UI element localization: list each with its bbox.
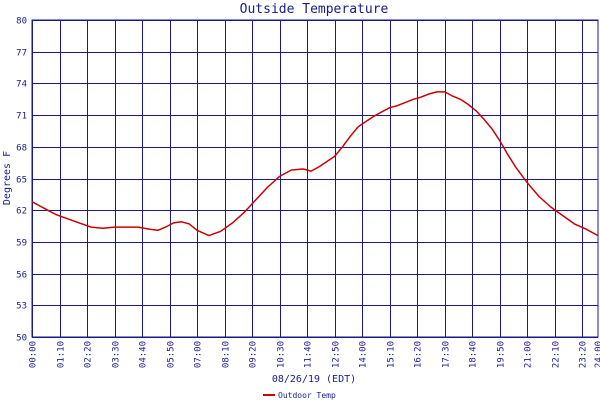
x-axis-label: 08/26/19 (EDT)	[272, 374, 356, 385]
x-tick-label: 05:50	[167, 341, 177, 368]
y-tick-label: 77	[16, 49, 27, 59]
x-tick-label: 01:10	[57, 341, 67, 368]
grid-layer	[31, 19, 599, 338]
x-tick-labels: 00:00 01:10 02:20 03:30 04:40 05:50 07:00 08:10…	[29, 341, 600, 368]
x-tick-label: 19:50	[497, 341, 507, 368]
x-tick-label: 23:20	[579, 341, 589, 368]
x-tick-label: 18:40	[469, 341, 479, 368]
x-tick-label: 02:20	[84, 341, 94, 368]
y-tick-label: 65	[16, 176, 27, 186]
x-tick-label: 04:40	[139, 341, 149, 368]
x-tick-label: 17:30	[442, 341, 452, 368]
y-axis-label: Degrees F	[2, 151, 13, 205]
series-line-outdoor-temp	[31, 91, 599, 237]
plot-frame	[31, 19, 599, 338]
y-tick-label: 74	[16, 80, 27, 90]
y-tick-label: 50	[16, 334, 27, 344]
x-tick-label: 21:00	[524, 341, 534, 368]
y-tick-label: 62	[16, 207, 27, 217]
y-tick-label: 80	[16, 17, 27, 27]
chart-title: Outside Temperature	[240, 2, 389, 17]
x-tick-label: 24:00	[594, 341, 600, 368]
y-tick-label: 56	[16, 271, 27, 281]
x-tick-label: 14:00	[359, 341, 369, 368]
y-tick-label: 71	[16, 112, 27, 122]
x-tick-label: 09:20	[249, 341, 259, 368]
x-tick-label: 03:30	[112, 341, 122, 368]
x-tick-label: 15:10	[387, 341, 397, 368]
x-tick-label: 10:30	[277, 341, 287, 368]
x-tick-label: 11:40	[304, 341, 314, 368]
x-tick-label: 08:10	[222, 341, 232, 368]
x-tick-label: 12:50	[332, 341, 342, 368]
y-tick-label: 59	[16, 239, 27, 249]
x-tick-label: 16:20	[414, 341, 424, 368]
x-tick-label: 00:00	[29, 341, 39, 368]
y-tick-labels: 50 53 56 59 62 65 68 71 74 77 80	[16, 17, 27, 344]
legend: Outdoor Temp	[263, 391, 336, 400]
legend-label: Outdoor Temp	[278, 391, 336, 400]
x-tick-label: 07:00	[194, 341, 204, 368]
y-tick-label: 53	[16, 302, 27, 312]
series-layer	[31, 91, 599, 237]
x-tick-label: 22:10	[552, 341, 562, 368]
y-tick-label: 68	[16, 144, 27, 154]
